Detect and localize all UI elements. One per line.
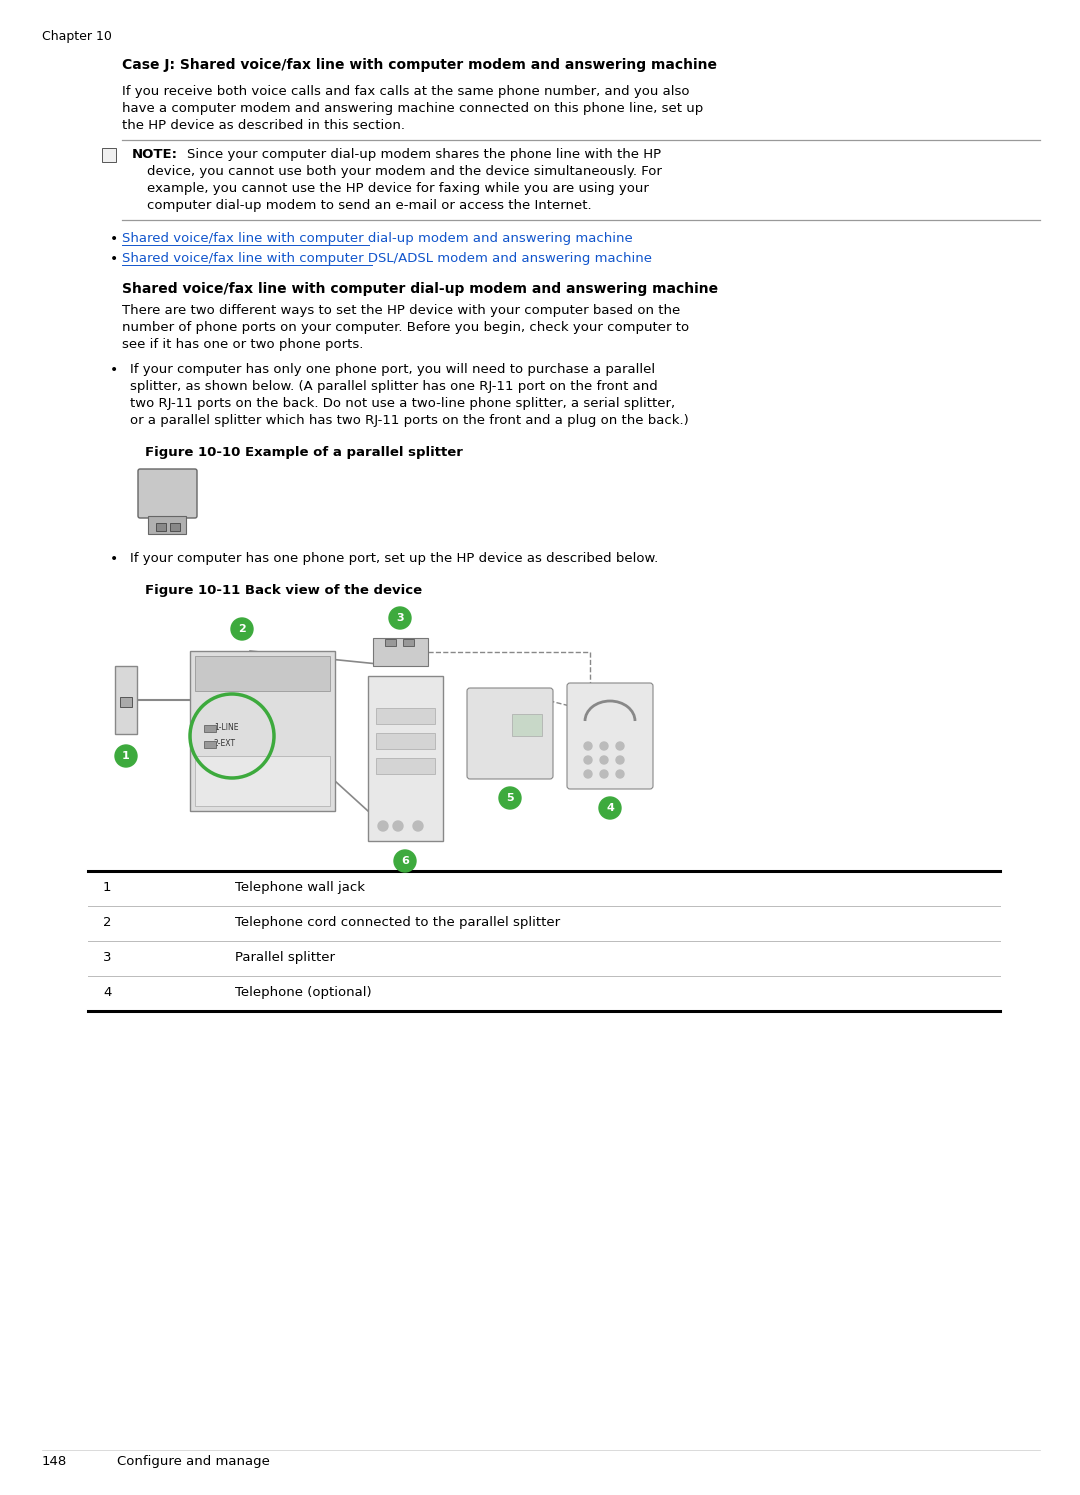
Bar bbox=[170, 523, 180, 531]
Text: 1-LINE: 1-LINE bbox=[214, 724, 239, 733]
Text: Case J: Shared voice/fax line with computer modem and answering machine: Case J: Shared voice/fax line with compu… bbox=[122, 58, 717, 72]
Text: splitter, as shown below. (A parallel splitter has one RJ-11 port on the front a: splitter, as shown below. (A parallel sp… bbox=[130, 380, 658, 393]
Circle shape bbox=[499, 786, 521, 809]
Text: Chapter 10: Chapter 10 bbox=[42, 30, 112, 43]
Bar bbox=[120, 697, 132, 707]
Circle shape bbox=[600, 742, 608, 750]
Bar bbox=[195, 656, 330, 691]
FancyBboxPatch shape bbox=[138, 469, 197, 517]
Circle shape bbox=[584, 756, 592, 764]
Circle shape bbox=[378, 821, 388, 831]
Text: Parallel splitter: Parallel splitter bbox=[235, 951, 335, 964]
Circle shape bbox=[584, 742, 592, 750]
Text: 6: 6 bbox=[401, 857, 409, 866]
Text: •: • bbox=[110, 363, 118, 377]
Text: computer dial-up modem to send an e-mail or access the Internet.: computer dial-up modem to send an e-mail… bbox=[147, 199, 592, 212]
Bar bbox=[368, 676, 443, 842]
Text: 1: 1 bbox=[103, 881, 111, 894]
Text: •: • bbox=[110, 552, 118, 567]
Text: If your computer has one phone port, set up the HP device as described below.: If your computer has one phone port, set… bbox=[130, 552, 658, 565]
Circle shape bbox=[600, 770, 608, 777]
Text: Shared voice/fax line with computer dial-up modem and answering machine: Shared voice/fax line with computer dial… bbox=[122, 283, 718, 296]
FancyBboxPatch shape bbox=[567, 683, 653, 789]
Bar bbox=[195, 756, 330, 806]
Text: Telephone (optional): Telephone (optional) bbox=[235, 987, 372, 999]
Text: example, you cannot use the HP device for faxing while you are using your: example, you cannot use the HP device fo… bbox=[147, 182, 649, 194]
Circle shape bbox=[616, 742, 624, 750]
Circle shape bbox=[394, 851, 416, 872]
Text: Telephone cord connected to the parallel splitter: Telephone cord connected to the parallel… bbox=[235, 916, 561, 928]
Bar bbox=[114, 665, 137, 734]
Circle shape bbox=[389, 607, 411, 629]
Text: Figure 10-10 Example of a parallel splitter: Figure 10-10 Example of a parallel split… bbox=[145, 446, 463, 459]
Bar bbox=[102, 148, 116, 161]
Bar bbox=[512, 715, 542, 736]
Text: 148: 148 bbox=[42, 1455, 67, 1468]
Text: 1: 1 bbox=[122, 750, 130, 761]
Text: device, you cannot use both your modem and the device simultaneously. For: device, you cannot use both your modem a… bbox=[147, 164, 662, 178]
Text: 2: 2 bbox=[238, 623, 246, 634]
Text: 3: 3 bbox=[396, 613, 404, 623]
Text: number of phone ports on your computer. Before you begin, check your computer to: number of phone ports on your computer. … bbox=[122, 321, 689, 333]
Text: Shared voice/fax line with computer DSL/ADSL modem and answering machine: Shared voice/fax line with computer DSL/… bbox=[122, 253, 652, 265]
Text: 2-EXT: 2-EXT bbox=[214, 740, 237, 749]
Bar bbox=[190, 650, 335, 810]
Circle shape bbox=[114, 745, 137, 767]
Text: 5: 5 bbox=[507, 792, 514, 803]
Bar bbox=[148, 516, 186, 534]
Text: 3: 3 bbox=[103, 951, 111, 964]
Text: two RJ-11 ports on the back. Do not use a two-line phone splitter, a serial spli: two RJ-11 ports on the back. Do not use … bbox=[130, 398, 675, 410]
Circle shape bbox=[231, 617, 253, 640]
Bar bbox=[376, 758, 435, 774]
Bar bbox=[376, 733, 435, 749]
Bar bbox=[376, 709, 435, 724]
Text: Configure and manage: Configure and manage bbox=[117, 1455, 270, 1468]
Text: NOTE:: NOTE: bbox=[132, 148, 178, 161]
Text: the HP device as described in this section.: the HP device as described in this secti… bbox=[122, 120, 405, 132]
Text: Telephone wall jack: Telephone wall jack bbox=[235, 881, 365, 894]
Text: •: • bbox=[110, 232, 118, 247]
Circle shape bbox=[600, 756, 608, 764]
Text: Since your computer dial-up modem shares the phone line with the HP: Since your computer dial-up modem shares… bbox=[187, 148, 661, 161]
Text: If you receive both voice calls and fax calls at the same phone number, and you : If you receive both voice calls and fax … bbox=[122, 85, 689, 99]
Text: 2: 2 bbox=[103, 916, 111, 928]
Circle shape bbox=[393, 821, 403, 831]
Text: Figure 10-11 Back view of the device: Figure 10-11 Back view of the device bbox=[145, 585, 422, 597]
Text: If your computer has only one phone port, you will need to purchase a parallel: If your computer has only one phone port… bbox=[130, 363, 656, 377]
Bar bbox=[204, 742, 216, 748]
Bar bbox=[156, 523, 166, 531]
Text: see if it has one or two phone ports.: see if it has one or two phone ports. bbox=[122, 338, 363, 351]
Text: 4: 4 bbox=[606, 803, 613, 813]
Bar bbox=[403, 638, 414, 646]
Text: or a parallel splitter which has two RJ-11 ports on the front and a plug on the : or a parallel splitter which has two RJ-… bbox=[130, 414, 689, 428]
Text: 4: 4 bbox=[103, 987, 111, 999]
Circle shape bbox=[616, 770, 624, 777]
Text: •: • bbox=[110, 253, 118, 266]
Bar bbox=[204, 725, 216, 733]
Circle shape bbox=[584, 770, 592, 777]
Circle shape bbox=[616, 756, 624, 764]
Text: There are two different ways to set the HP device with your computer based on th: There are two different ways to set the … bbox=[122, 303, 680, 317]
Text: have a computer modem and answering machine connected on this phone line, set up: have a computer modem and answering mach… bbox=[122, 102, 703, 115]
Text: Shared voice/fax line with computer dial-up modem and answering machine: Shared voice/fax line with computer dial… bbox=[122, 232, 633, 245]
Circle shape bbox=[599, 797, 621, 819]
Bar bbox=[384, 638, 396, 646]
Circle shape bbox=[413, 821, 423, 831]
Bar bbox=[373, 638, 428, 665]
FancyBboxPatch shape bbox=[467, 688, 553, 779]
